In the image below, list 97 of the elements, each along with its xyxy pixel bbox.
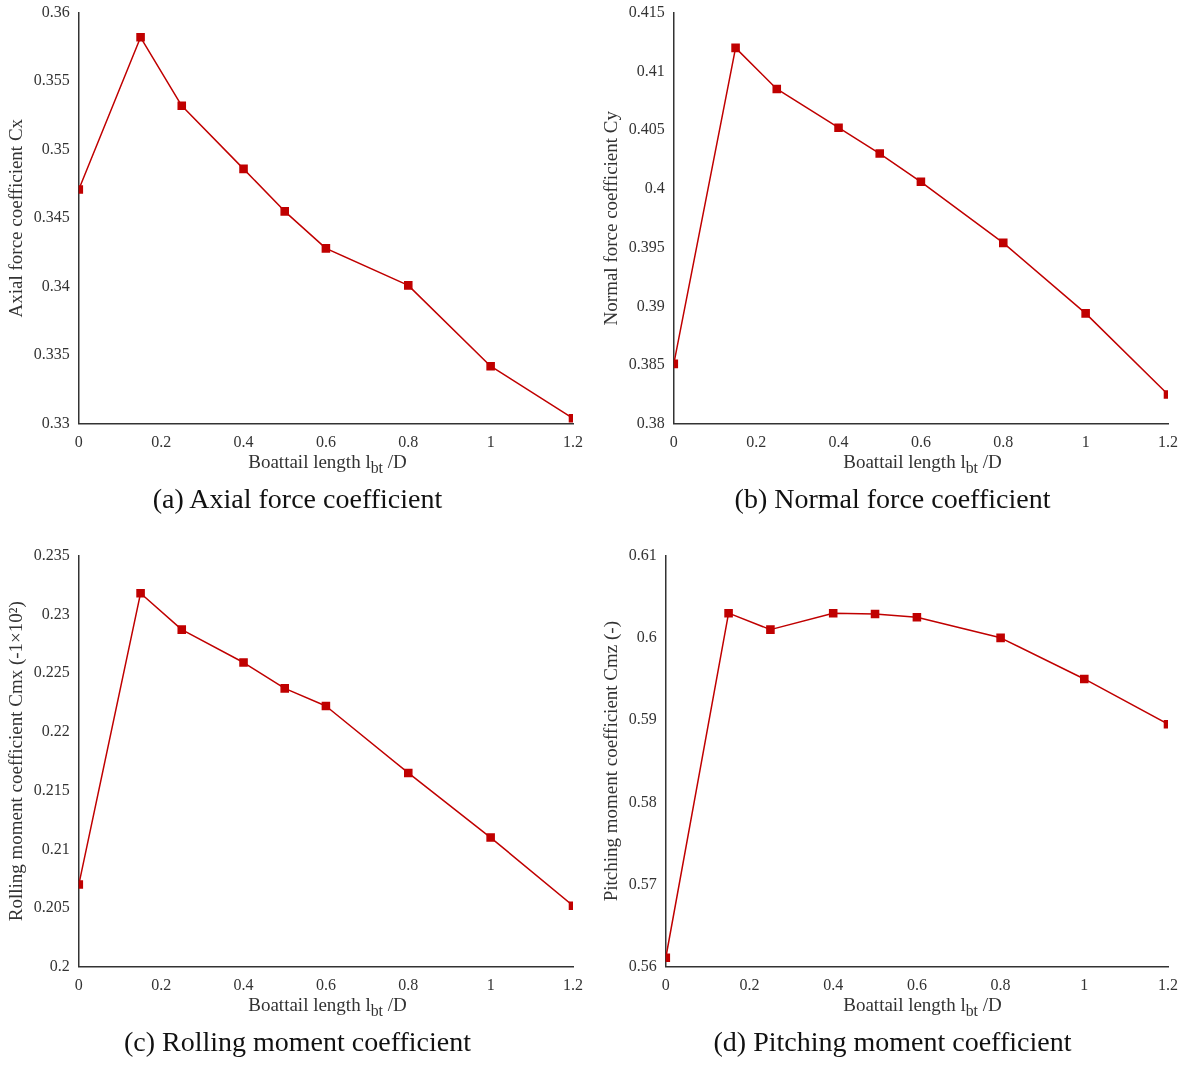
- point: [828, 608, 838, 618]
- x-tick-label: 0.6: [315, 432, 336, 450]
- y-tick-label: 0.2: [49, 957, 70, 974]
- y-axis-title: Pitching moment coefficient Cmz (-): [600, 621, 623, 902]
- point: [1081, 309, 1090, 318]
- point: [486, 361, 495, 371]
- x-tick-label: 0.8: [990, 975, 1011, 993]
- x-tick-label: 0.4: [823, 975, 844, 993]
- x-tick-label: 0.2: [151, 975, 172, 993]
- y-tick-label: 0.41: [636, 61, 665, 79]
- y-tick-label: 0.36: [41, 2, 70, 20]
- y-tick-label: 0.4: [644, 179, 665, 197]
- y-tick-label: 0.345: [33, 208, 70, 226]
- y-tick-label: 0.415: [628, 2, 665, 20]
- point: [996, 633, 1005, 643]
- point: [321, 244, 331, 253]
- x-tick-label: 0.4: [828, 432, 849, 450]
- x-tick-label: 1.2: [1158, 432, 1178, 450]
- y-tick-label: 0.56: [628, 957, 657, 974]
- point: [177, 101, 187, 111]
- text: (c) Rolling moment coefficient: [122, 1025, 472, 1058]
- x-tick-label: 0.6: [906, 975, 927, 993]
- x-tick-label: 0.4: [233, 975, 254, 993]
- point: [239, 658, 248, 667]
- point: [772, 84, 782, 94]
- x-tick-label: 1: [486, 432, 495, 450]
- point: [1080, 674, 1089, 684]
- y-axis-title: Axial force coefficient Cx: [5, 118, 27, 318]
- point: [403, 281, 413, 290]
- y-tick-label: 0.385: [628, 355, 665, 373]
- x-tick-label: 1.2: [563, 975, 583, 993]
- x-tick-label: 0: [661, 975, 670, 993]
- x-axis-title: Boattail length l$_{bt}$ /D: [247, 994, 408, 1020]
- x-tick-label: 0.4: [233, 432, 254, 450]
- y-axis-title: Normal force coefficient Cy: [600, 110, 622, 326]
- point: [280, 207, 289, 216]
- text: (a) Axial force coefficient: [151, 482, 444, 515]
- point: [239, 164, 248, 174]
- point: [875, 149, 884, 158]
- point: [177, 625, 187, 634]
- y-tick-label: 0.59: [628, 710, 657, 728]
- point: [916, 177, 926, 187]
- point: [834, 123, 843, 133]
- x-tick-label: 0.2: [739, 975, 760, 993]
- x-tick-label: 0.2: [746, 432, 767, 450]
- x-axis-title: Boattail length l$_{bt}$ /D: [842, 451, 1003, 477]
- point: [998, 238, 1008, 248]
- y-tick-label: 0.23: [41, 604, 70, 622]
- y-tick-label: 0.205: [33, 898, 70, 916]
- point: [766, 625, 775, 634]
- point: [136, 32, 145, 42]
- x-tick-label: 0.8: [398, 975, 419, 993]
- x-axis-title: Boattail length l$_{bt}$ /D: [247, 451, 408, 477]
- y-tick-label: 0.235: [33, 545, 70, 563]
- y-tick-label: 0.335: [33, 345, 70, 363]
- y-tick-label: 0.39: [636, 296, 665, 314]
- point: [724, 608, 733, 618]
- x-tick-label: 0.8: [398, 432, 419, 450]
- x-tick-label: 1.2: [563, 432, 583, 450]
- y-tick-label: 0.61: [628, 545, 657, 563]
- point: [912, 612, 922, 622]
- y-tick-label: 0.34: [41, 276, 70, 294]
- y-tick-label: 0.405: [628, 120, 665, 138]
- y-tick-label: 0.21: [41, 839, 70, 857]
- y-axis-title: Rolling moment coefficient Cmx (-1×10²): [5, 601, 28, 922]
- y-tick-label: 0.395: [628, 237, 665, 255]
- x-tick-label: 1: [486, 975, 495, 993]
- y-tick-label: 0.225: [33, 663, 70, 681]
- point: [486, 833, 495, 842]
- text: (d) Pitching moment coefficient: [712, 1025, 1073, 1058]
- x-tick-label: 1: [1081, 432, 1090, 450]
- y-tick-label: 0.215: [33, 780, 70, 798]
- x-tick-label: 0.8: [993, 432, 1014, 450]
- x-axis-title: Boattail length l$_{bt}$ /D: [842, 994, 1003, 1020]
- x-tick-label: 1.2: [1158, 975, 1178, 993]
- point: [136, 588, 145, 598]
- y-tick-label: 0.355: [33, 71, 70, 89]
- y-tick-label: 0.57: [628, 874, 657, 892]
- y-tick-label: 0.35: [41, 139, 70, 157]
- point: [731, 43, 740, 53]
- text: (b) Normal force coefficient: [733, 482, 1052, 515]
- x-tick-label: 0.6: [315, 975, 336, 993]
- point: [280, 684, 289, 693]
- x-tick-label: 0: [74, 975, 83, 993]
- y-tick-label: 0.22: [41, 722, 70, 740]
- y-tick-label: 0.38: [636, 414, 665, 431]
- point: [403, 768, 413, 778]
- y-tick-label: 0.58: [628, 792, 657, 810]
- point: [870, 609, 880, 619]
- x-tick-label: 0: [669, 432, 678, 450]
- y-tick-label: 0.33: [41, 414, 70, 431]
- x-tick-label: 0.6: [910, 432, 931, 450]
- x-tick-label: 0.2: [151, 432, 172, 450]
- x-tick-label: 1: [1080, 975, 1089, 993]
- point: [321, 701, 331, 711]
- x-tick-label: 0: [74, 432, 83, 450]
- y-tick-label: 0.6: [636, 628, 657, 646]
